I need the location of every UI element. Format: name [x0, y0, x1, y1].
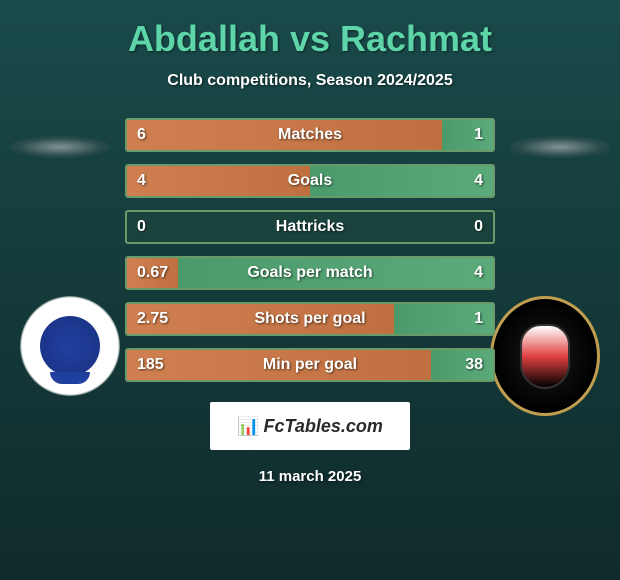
stat-fill-right — [310, 166, 493, 196]
stat-label: Goals — [288, 172, 332, 190]
stat-fill-right — [442, 120, 493, 150]
stat-label: Goals per match — [247, 264, 372, 282]
team-badge-left — [20, 296, 120, 396]
stat-bar: 185 38 Min per goal — [125, 348, 495, 382]
stat-value-left: 0.67 — [137, 264, 168, 282]
team-badge-right-icon — [520, 324, 570, 389]
team-badge-left-icon — [40, 316, 100, 376]
stats-column: 6 1 Matches 4 4 Goals 0 0 Hattricks 0.67 4 Goals pe… — [125, 118, 495, 382]
stat-value-left: 0 — [137, 218, 146, 236]
chart-icon: 📊 — [237, 416, 259, 437]
stat-label: Matches — [278, 126, 342, 144]
stat-value-right: 1 — [474, 126, 483, 144]
footer-date: 11 march 2025 — [0, 468, 620, 485]
comparison-card: Abdallah vs Rachmat Club competitions, S… — [0, 0, 620, 580]
stat-value-left: 185 — [137, 356, 164, 374]
stat-bar: 2.75 1 Shots per goal — [125, 302, 495, 336]
stat-value-right: 4 — [474, 172, 483, 190]
stat-value-left: 2.75 — [137, 310, 168, 328]
team-badge-right — [490, 296, 600, 416]
stat-label: Min per goal — [263, 356, 357, 374]
stat-value-right: 0 — [474, 218, 483, 236]
stat-value-right: 1 — [474, 310, 483, 328]
stat-label: Hattricks — [276, 218, 344, 236]
stat-fill-right — [431, 350, 493, 380]
player-shadow-left — [10, 136, 110, 158]
stats-area: 6 1 Matches 4 4 Goals 0 0 Hattricks 0.67 4 Goals pe… — [0, 118, 620, 382]
stat-bar: 6 1 Matches — [125, 118, 495, 152]
stat-bar: 4 4 Goals — [125, 164, 495, 198]
stat-value-right: 38 — [465, 356, 483, 374]
brand-logo: 📊 FcTables.com — [210, 402, 410, 450]
stat-label: Shots per goal — [254, 310, 365, 328]
player-shadow-right — [510, 136, 610, 158]
brand-text: FcTables.com — [264, 416, 383, 437]
subtitle: Club competitions, Season 2024/2025 — [0, 72, 620, 90]
stat-value-right: 4 — [474, 264, 483, 282]
stat-bar: 0.67 4 Goals per match — [125, 256, 495, 290]
stat-bar: 0 0 Hattricks — [125, 210, 495, 244]
stat-value-left: 6 — [137, 126, 146, 144]
title: Abdallah vs Rachmat — [0, 18, 620, 60]
stat-fill-left — [127, 166, 310, 196]
stat-value-left: 4 — [137, 172, 146, 190]
